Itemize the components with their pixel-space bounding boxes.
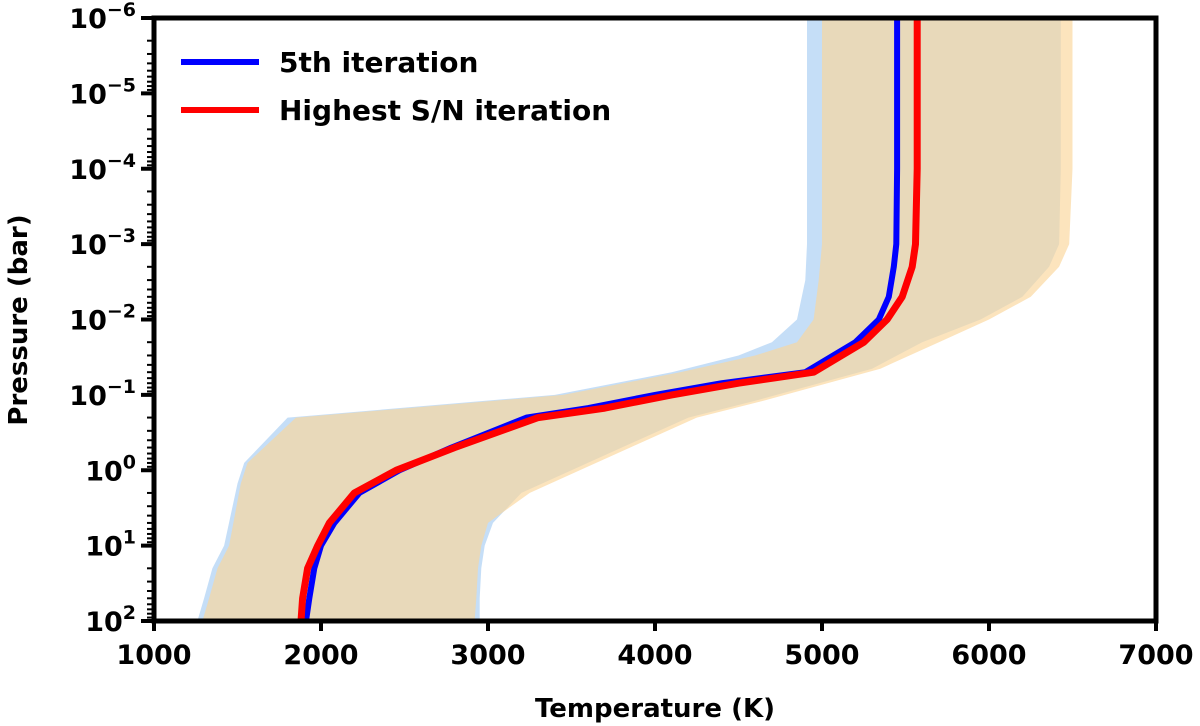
x-tick-label: 3000	[450, 640, 525, 671]
y-tick-label: 100	[85, 451, 136, 487]
uncertainty-bands	[197, 18, 1073, 621]
y-tick-label: 10−2	[69, 301, 136, 337]
x-tick-label: 5000	[784, 640, 859, 671]
legend: 5th iteration Highest S/N iteration	[181, 46, 611, 127]
profile-lines	[297, 18, 921, 622]
legend-label: 5th iteration	[279, 46, 478, 79]
y-tick-label: 102	[85, 602, 136, 638]
y-tick-label: 10−4	[69, 150, 136, 186]
x-tick-label: 6000	[951, 640, 1026, 671]
y-tick-label: 10−1	[69, 376, 136, 412]
y-tick-label: 10−6	[69, 0, 136, 35]
x-tick-label: 4000	[617, 640, 692, 671]
y-axis-label: Pressure (bar)	[4, 214, 34, 425]
y-tick-label: 10−5	[69, 74, 136, 110]
y-axis-ticks: 10−6 10−5 10−4 10−3 10−2 10−1 100 101 102	[69, 0, 154, 638]
line-highest-sn-iteration	[297, 18, 921, 622]
y-tick-label: 101	[85, 527, 136, 563]
band-highest-sn-iteration	[202, 18, 1073, 621]
y-tick-label: 10−3	[69, 225, 136, 261]
legend-label: Highest S/N iteration	[279, 94, 611, 127]
x-axis-ticks: 1000 2000 3000 4000 5000 6000 7000	[116, 621, 1194, 671]
x-tick-label: 7000	[1118, 640, 1193, 671]
x-tick-label: 2000	[283, 640, 358, 671]
x-tick-label: 1000	[116, 640, 191, 671]
x-axis-label: Temperature (K)	[535, 694, 775, 724]
